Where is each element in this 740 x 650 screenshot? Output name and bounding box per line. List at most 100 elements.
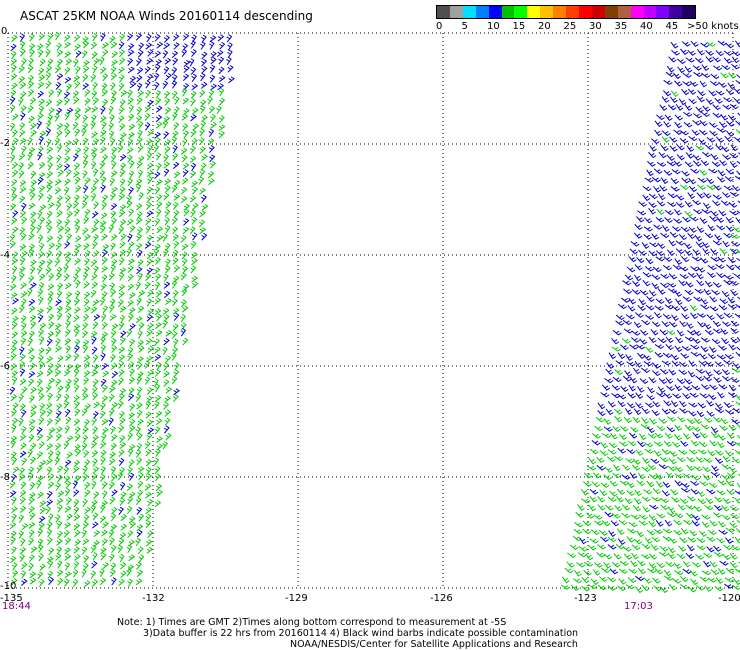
wind-barb <box>612 472 622 479</box>
wind-barb <box>38 74 46 82</box>
colorbar-label: 20 <box>538 21 551 32</box>
wind-barb <box>736 528 740 534</box>
wind-barb <box>127 353 134 362</box>
wind-barb <box>74 80 81 89</box>
wind-barb <box>731 50 740 57</box>
wind-barb <box>29 314 37 323</box>
wind-barb <box>46 466 53 476</box>
wind-barb <box>135 183 142 193</box>
wind-barb <box>48 577 55 586</box>
wind-barb <box>45 48 51 58</box>
wind-barb <box>119 441 127 450</box>
wind-barb <box>56 195 63 203</box>
wind-barb <box>47 560 54 569</box>
wind-barb <box>676 154 685 161</box>
wind-barb <box>82 36 89 44</box>
wind-barb <box>628 384 636 392</box>
wind-barb <box>686 322 694 329</box>
wind-barb <box>729 280 740 286</box>
wind-barb <box>64 338 72 346</box>
wind-barb <box>46 418 53 426</box>
wind-barb <box>119 186 126 195</box>
wind-barb <box>37 386 44 395</box>
wind-barb <box>696 410 705 418</box>
wind-barb <box>573 569 582 577</box>
wind-barb <box>675 336 684 344</box>
wind-barb <box>714 408 725 414</box>
wind-barb <box>100 336 106 345</box>
wind-barb <box>84 233 91 241</box>
wind-barb <box>183 208 190 217</box>
wind-barb <box>656 200 666 207</box>
wind-barb <box>21 58 27 67</box>
wind-barb <box>726 432 735 440</box>
wind-barb <box>723 57 733 64</box>
wind-barb <box>101 121 107 130</box>
wind-barb <box>592 433 601 439</box>
wind-barb <box>686 145 695 152</box>
wind-barb <box>654 129 663 137</box>
wind-barb <box>648 193 658 200</box>
wind-barb <box>10 393 18 402</box>
wind-barb <box>136 242 143 251</box>
wind-barb <box>119 336 126 345</box>
wind-barb <box>120 562 127 570</box>
wind-barb <box>691 514 701 521</box>
wind-barb <box>684 161 694 168</box>
wind-barb <box>10 451 17 460</box>
wind-barb <box>190 145 196 154</box>
wind-barb <box>634 489 643 497</box>
wind-barb <box>37 491 44 499</box>
wind-barb <box>75 50 82 58</box>
colorbar-label: 0 <box>436 21 443 32</box>
wind-barb <box>28 497 35 505</box>
wind-barb <box>599 576 608 583</box>
wind-barb <box>687 544 695 552</box>
wind-barb <box>164 97 171 106</box>
wind-barb <box>721 474 730 480</box>
wind-barb <box>649 504 659 510</box>
wind-barb <box>102 384 109 393</box>
wind-barb <box>55 81 62 90</box>
wind-barb <box>137 472 144 481</box>
wind-barb <box>138 192 144 201</box>
wind-barb <box>100 66 107 74</box>
wind-barb <box>147 49 154 57</box>
wind-barb <box>711 200 721 207</box>
wind-barb <box>91 579 99 587</box>
wind-barb <box>72 90 80 99</box>
wind-barb <box>173 388 180 396</box>
wind-barb <box>208 178 215 186</box>
wind-barb <box>29 225 36 234</box>
wind-barb <box>610 432 618 440</box>
wind-barb <box>218 75 226 83</box>
wind-barb <box>119 241 126 249</box>
wind-barb <box>634 223 643 231</box>
wind-barb <box>93 178 100 186</box>
wind-barb <box>9 490 17 498</box>
wind-barb <box>637 304 646 311</box>
wind-barb <box>37 314 44 323</box>
wind-barb <box>136 74 143 83</box>
wind-barb <box>90 259 98 267</box>
wind-barb <box>118 506 124 516</box>
wind-barb <box>93 491 100 499</box>
wind-barb <box>673 129 683 135</box>
wind-barb <box>708 482 718 489</box>
wind-barb <box>155 152 162 161</box>
wind-barb <box>9 480 16 489</box>
wind-barb <box>632 416 641 424</box>
wind-barb <box>63 441 70 450</box>
wind-barb <box>689 529 698 537</box>
wind-barb <box>707 271 716 278</box>
wind-barb <box>716 490 726 496</box>
wind-barb <box>734 441 740 447</box>
wind-barb <box>727 82 736 90</box>
wind-barb <box>65 298 72 307</box>
wind-barb <box>56 312 63 321</box>
wind-barb <box>732 226 740 233</box>
wind-barb <box>55 242 62 251</box>
wind-barb <box>146 298 153 307</box>
wind-barb <box>21 145 27 154</box>
wind-barb <box>37 43 44 51</box>
